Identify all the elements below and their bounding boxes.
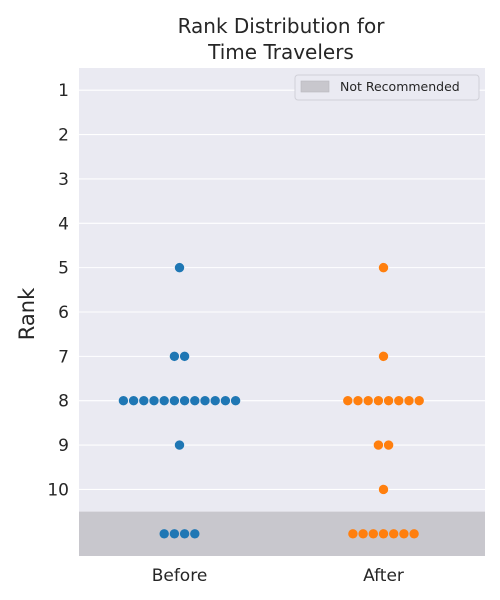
legend: Not Recommended <box>294 74 480 101</box>
data-point <box>159 396 169 406</box>
y-tick-label: 9 <box>58 436 69 456</box>
data-point <box>210 396 220 406</box>
data-point <box>394 396 404 406</box>
data-point <box>174 440 185 450</box>
data-point <box>409 529 419 539</box>
chart-title-line-1: Rank Distribution for <box>178 14 386 38</box>
data-point <box>389 529 399 539</box>
data-point <box>200 396 210 406</box>
chart-title-line-2: Time Travelers <box>207 40 354 64</box>
data-point <box>373 440 384 450</box>
y-tick-label: 2 <box>58 126 69 146</box>
data-point <box>378 529 389 539</box>
data-point <box>139 396 149 406</box>
x-tick-labels: Before After <box>152 566 404 586</box>
data-point <box>368 529 378 539</box>
data-point <box>179 529 190 539</box>
data-point <box>399 529 409 539</box>
y-tick-label: 5 <box>58 259 69 279</box>
y-tick-label: 6 <box>58 303 69 323</box>
not-recommended-region <box>79 511 485 556</box>
legend-label: Not Recommended <box>340 79 460 94</box>
y-tick-label: 1 <box>58 81 69 101</box>
data-point <box>128 396 139 406</box>
x-tick-label: After <box>363 566 404 586</box>
data-point <box>149 396 159 406</box>
data-point <box>383 396 394 406</box>
y-tick-label: 3 <box>58 170 69 190</box>
data-point <box>378 262 389 273</box>
data-point <box>358 529 368 539</box>
data-point <box>190 396 200 406</box>
data-point <box>159 529 169 539</box>
y-tick-labels: 1 2 3 4 5 6 7 8 9 10 <box>47 81 69 500</box>
data-point <box>220 396 231 406</box>
data-points <box>118 262 424 539</box>
data-point <box>179 396 190 406</box>
data-point <box>414 396 424 406</box>
data-point <box>174 262 185 273</box>
y-axis-label: Rank <box>15 287 39 340</box>
data-point <box>363 396 373 406</box>
data-point <box>378 484 389 495</box>
data-point <box>404 396 414 406</box>
y-tick-label: 4 <box>58 214 69 234</box>
data-point <box>190 529 200 539</box>
data-point <box>169 529 180 539</box>
data-point <box>378 351 389 362</box>
data-point <box>179 351 190 362</box>
data-point <box>383 440 394 450</box>
data-point <box>118 396 129 406</box>
data-point <box>373 396 384 406</box>
y-tick-label: 8 <box>58 392 69 412</box>
y-tick-label: 7 <box>58 347 69 367</box>
data-point <box>169 351 180 362</box>
data-point <box>353 396 363 406</box>
legend-box <box>294 74 480 101</box>
legend-swatch <box>300 80 330 93</box>
data-point <box>169 396 180 406</box>
data-point <box>230 396 241 406</box>
data-point <box>343 396 353 406</box>
data-point <box>348 529 358 539</box>
y-tick-label: 10 <box>47 480 69 500</box>
x-tick-label: Before <box>152 566 208 586</box>
